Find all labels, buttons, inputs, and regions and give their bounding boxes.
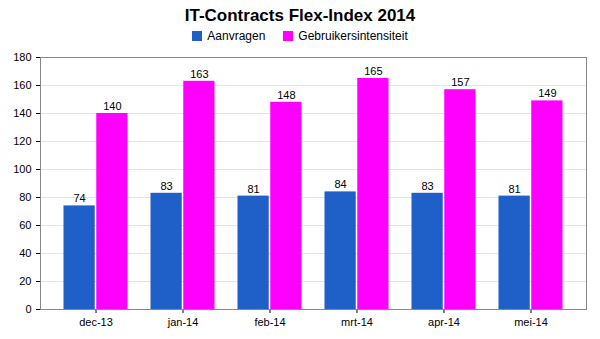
html-text:Aanvragen: Aanvragen <box>207 29 266 43</box>
svg-text:149: 149 <box>538 87 556 99</box>
svg-text:mrt-14: mrt-14 <box>341 316 373 328</box>
svg-text:jan-14: jan-14 <box>167 316 199 328</box>
svg-text:160: 160 <box>13 79 31 91</box>
svg-text:40: 40 <box>19 247 31 259</box>
svg-text:100: 100 <box>13 163 31 175</box>
html-text:Gebruikersintensiteit: Gebruikersintensiteit <box>298 29 408 43</box>
svg-text:83: 83 <box>160 180 172 192</box>
html-text:IT-Contracts Flex-Index 2014: IT-Contracts Flex-Index 2014 <box>184 6 416 25</box>
svg-text:mei-14: mei-14 <box>514 316 548 328</box>
svg-text:80: 80 <box>19 191 31 203</box>
svg-text:157: 157 <box>451 76 469 88</box>
svg-text:apr-14: apr-14 <box>428 316 460 328</box>
svg-text:83: 83 <box>421 180 433 192</box>
svg-text:163: 163 <box>190 68 208 80</box>
svg-text:20: 20 <box>19 275 31 287</box>
svg-text:feb-14: feb-14 <box>254 316 285 328</box>
svg-text:180: 180 <box>13 51 31 63</box>
svg-text:148: 148 <box>277 89 295 101</box>
svg-text:60: 60 <box>19 219 31 231</box>
svg-text:120: 120 <box>13 135 31 147</box>
svg-text:81: 81 <box>247 183 259 195</box>
svg-text:0: 0 <box>25 303 31 315</box>
svg-text:165: 165 <box>364 65 382 77</box>
svg-text:140: 140 <box>13 107 31 119</box>
svg-text:81: 81 <box>508 183 520 195</box>
svg-text:140: 140 <box>103 100 121 112</box>
svg-text:84: 84 <box>334 178 346 190</box>
svg-text:74: 74 <box>73 192 85 204</box>
svg-text:dec-13: dec-13 <box>79 316 113 328</box>
